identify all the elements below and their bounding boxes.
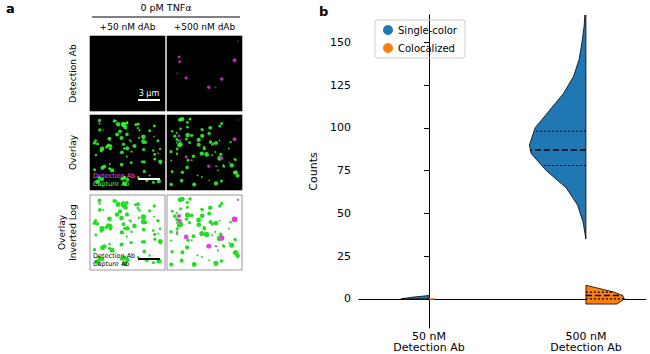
svg-text:0: 0 — [344, 292, 351, 305]
svg-text:75: 75 — [337, 164, 351, 177]
svg-text:Single-color: Single-color — [398, 25, 458, 36]
svg-text:125: 125 — [330, 79, 351, 92]
svg-text:Detection Ab: Detection Ab — [93, 252, 135, 260]
svg-text:25: 25 — [337, 250, 351, 263]
svg-text:Counts: Counts — [307, 152, 320, 191]
svg-text:Overlay: Overlay — [68, 134, 78, 170]
svg-text:Detection Ab: Detection Ab — [393, 341, 464, 354]
svg-text:Detection Ab: Detection Ab — [550, 341, 621, 354]
svg-text:100: 100 — [330, 121, 351, 134]
svg-text:+50 nM dAb: +50 nM dAb — [100, 22, 156, 32]
svg-text:Capture Ab: Capture Ab — [93, 180, 129, 188]
svg-text:Capture Ab: Capture Ab — [93, 260, 129, 268]
svg-text:Colocalized: Colocalized — [398, 43, 455, 54]
svg-text:500 nM: 500 nM — [565, 330, 607, 343]
svg-text:0 pM TNFα: 0 pM TNFα — [141, 2, 192, 13]
svg-text:3 μm: 3 μm — [139, 89, 160, 98]
svg-text:Detection Ab: Detection Ab — [93, 172, 135, 180]
svg-text:150: 150 — [330, 36, 351, 49]
svg-text:50 nM: 50 nM — [412, 330, 446, 343]
svg-text:Inverted Log: Inverted Log — [68, 204, 78, 261]
svg-text:Detection Ab: Detection Ab — [68, 44, 78, 103]
svg-text:Overlay: Overlay — [57, 214, 67, 250]
svg-text:+500 nM dAb: +500 nM dAb — [174, 22, 236, 32]
svg-text:b: b — [319, 4, 328, 19]
svg-text:50: 50 — [337, 207, 351, 220]
svg-text:a: a — [6, 1, 15, 16]
